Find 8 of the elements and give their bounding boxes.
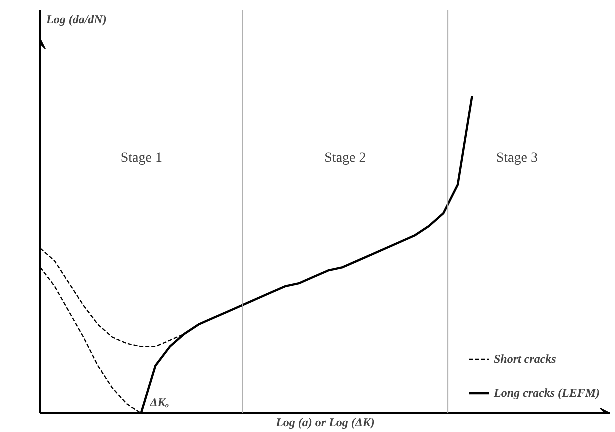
legend-label: Short cracks [494,352,556,366]
annotation: Stage 1 [120,150,162,166]
x-axis-title: Log (a) or Log (ΔK) [275,416,375,430]
annotation: Stage 2 [324,150,366,166]
annotation: ΔKₒ [149,396,170,410]
legend-label: Long cracks (LEFM) [494,386,600,400]
text: Stage 3 [496,150,538,166]
text: Log (da/dN) [46,12,107,26]
